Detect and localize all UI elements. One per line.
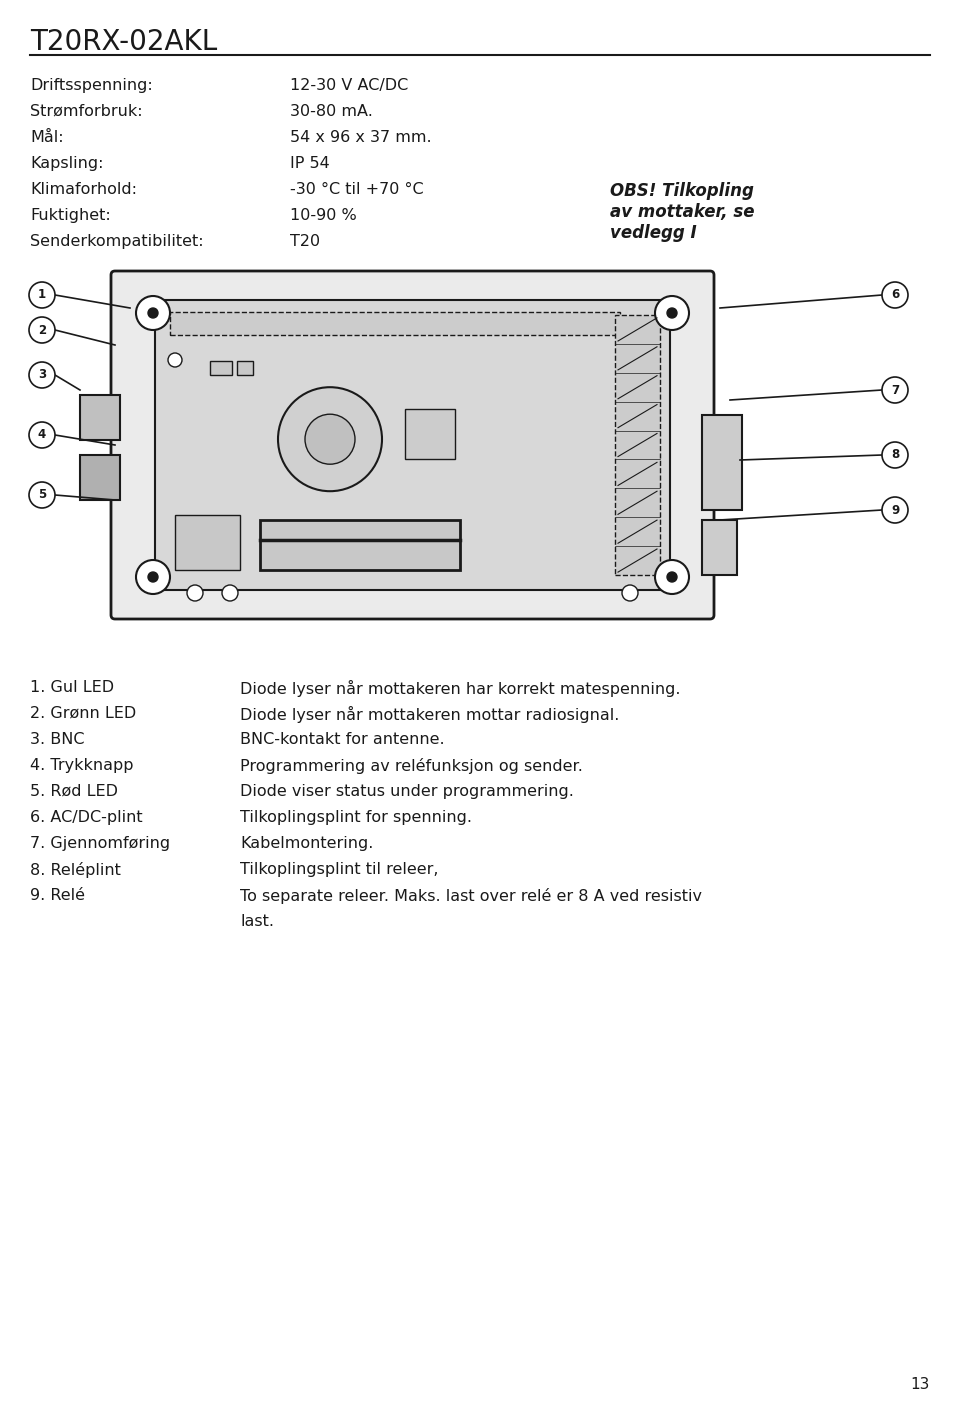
Text: Programmering av reléfunksjon og sender.: Programmering av reléfunksjon og sender. — [240, 758, 583, 774]
Text: 54 x 96 x 37 mm.: 54 x 96 x 37 mm. — [290, 130, 432, 145]
Circle shape — [168, 353, 182, 367]
Text: Klimaforhold:: Klimaforhold: — [30, 182, 137, 198]
Bar — [702, 415, 742, 510]
Text: 4. Trykknapp: 4. Trykknapp — [30, 758, 133, 772]
Text: 10-90 %: 10-90 % — [290, 208, 357, 223]
Text: 9. Relé: 9. Relé — [30, 888, 85, 904]
Circle shape — [136, 561, 170, 594]
Bar — [702, 520, 737, 575]
Circle shape — [29, 481, 55, 508]
Bar — [80, 455, 120, 500]
Text: 13: 13 — [911, 1377, 930, 1392]
Circle shape — [136, 297, 170, 330]
Text: 6. AC/DC-plint: 6. AC/DC-plint — [30, 810, 143, 825]
Circle shape — [882, 497, 908, 522]
Circle shape — [29, 282, 55, 308]
Text: OBS! Tilkopling
av mottaker, se
vedlegg I: OBS! Tilkopling av mottaker, se vedlegg … — [610, 182, 755, 241]
Text: Driftsspenning:: Driftsspenning: — [30, 78, 153, 93]
Bar — [175, 515, 240, 570]
Text: 1. Gul LED: 1. Gul LED — [30, 681, 114, 695]
Bar — [405, 409, 455, 459]
Text: 8: 8 — [891, 449, 900, 462]
Circle shape — [882, 377, 908, 402]
Text: 1: 1 — [38, 288, 46, 302]
Text: BNC-kontakt for antenne.: BNC-kontakt for antenne. — [240, 731, 444, 747]
Circle shape — [305, 414, 355, 465]
Text: 7: 7 — [891, 384, 900, 397]
FancyBboxPatch shape — [111, 271, 714, 618]
Text: 4: 4 — [37, 428, 46, 442]
Text: 3: 3 — [38, 369, 46, 381]
Circle shape — [667, 308, 677, 318]
Circle shape — [882, 282, 908, 308]
Text: 2: 2 — [38, 323, 46, 336]
Bar — [237, 361, 253, 376]
Bar — [170, 312, 620, 335]
Circle shape — [29, 361, 55, 388]
Text: Kapsling:: Kapsling: — [30, 155, 104, 171]
Text: T20RX-02AKL: T20RX-02AKL — [30, 28, 217, 56]
Circle shape — [187, 585, 203, 602]
Text: Strømforbruk:: Strømforbruk: — [30, 104, 143, 119]
Text: Diode lyser når mottakeren har korrekt matespenning.: Diode lyser når mottakeren har korrekt m… — [240, 681, 681, 698]
Bar — [210, 361, 232, 376]
Text: 5: 5 — [37, 489, 46, 501]
Text: 2. Grønn LED: 2. Grønn LED — [30, 706, 136, 722]
Text: To separate releer. Maks. last over relé er 8 A ved resistiv: To separate releer. Maks. last over relé… — [240, 888, 702, 904]
Text: Tilkoplingsplint til releer,: Tilkoplingsplint til releer, — [240, 861, 439, 877]
Circle shape — [29, 422, 55, 448]
Bar — [615, 315, 660, 575]
Circle shape — [655, 297, 689, 330]
Bar — [260, 520, 460, 570]
Circle shape — [667, 572, 677, 582]
Text: 6: 6 — [891, 288, 900, 302]
Circle shape — [882, 442, 908, 467]
Text: last.: last. — [240, 914, 274, 929]
Circle shape — [278, 387, 382, 491]
Text: Kabelmontering.: Kabelmontering. — [240, 836, 373, 851]
Text: T20: T20 — [290, 234, 320, 249]
Circle shape — [148, 308, 158, 318]
Text: 9: 9 — [891, 504, 900, 517]
Text: Diode viser status under programmering.: Diode viser status under programmering. — [240, 784, 574, 799]
Text: Senderkompatibilitet:: Senderkompatibilitet: — [30, 234, 204, 249]
Text: 5. Rød LED: 5. Rød LED — [30, 784, 118, 799]
Bar — [155, 299, 670, 590]
Text: -30 °C til +70 °C: -30 °C til +70 °C — [290, 182, 423, 198]
Text: 7. Gjennomføring: 7. Gjennomføring — [30, 836, 170, 851]
Text: 3. BNC: 3. BNC — [30, 731, 84, 747]
Text: 30-80 mA.: 30-80 mA. — [290, 104, 372, 119]
Text: Mål:: Mål: — [30, 130, 63, 145]
Text: 8. Reléplint: 8. Reléplint — [30, 861, 121, 878]
Bar — [80, 395, 120, 441]
Text: IP 54: IP 54 — [290, 155, 329, 171]
Text: Fuktighet:: Fuktighet: — [30, 208, 110, 223]
Circle shape — [622, 585, 638, 602]
Text: Tilkoplingsplint for spenning.: Tilkoplingsplint for spenning. — [240, 810, 472, 825]
Circle shape — [222, 585, 238, 602]
Text: 12-30 V AC/DC: 12-30 V AC/DC — [290, 78, 408, 93]
Circle shape — [29, 318, 55, 343]
Text: Diode lyser når mottakeren mottar radiosignal.: Diode lyser når mottakeren mottar radios… — [240, 706, 619, 723]
Circle shape — [655, 561, 689, 594]
Circle shape — [148, 572, 158, 582]
